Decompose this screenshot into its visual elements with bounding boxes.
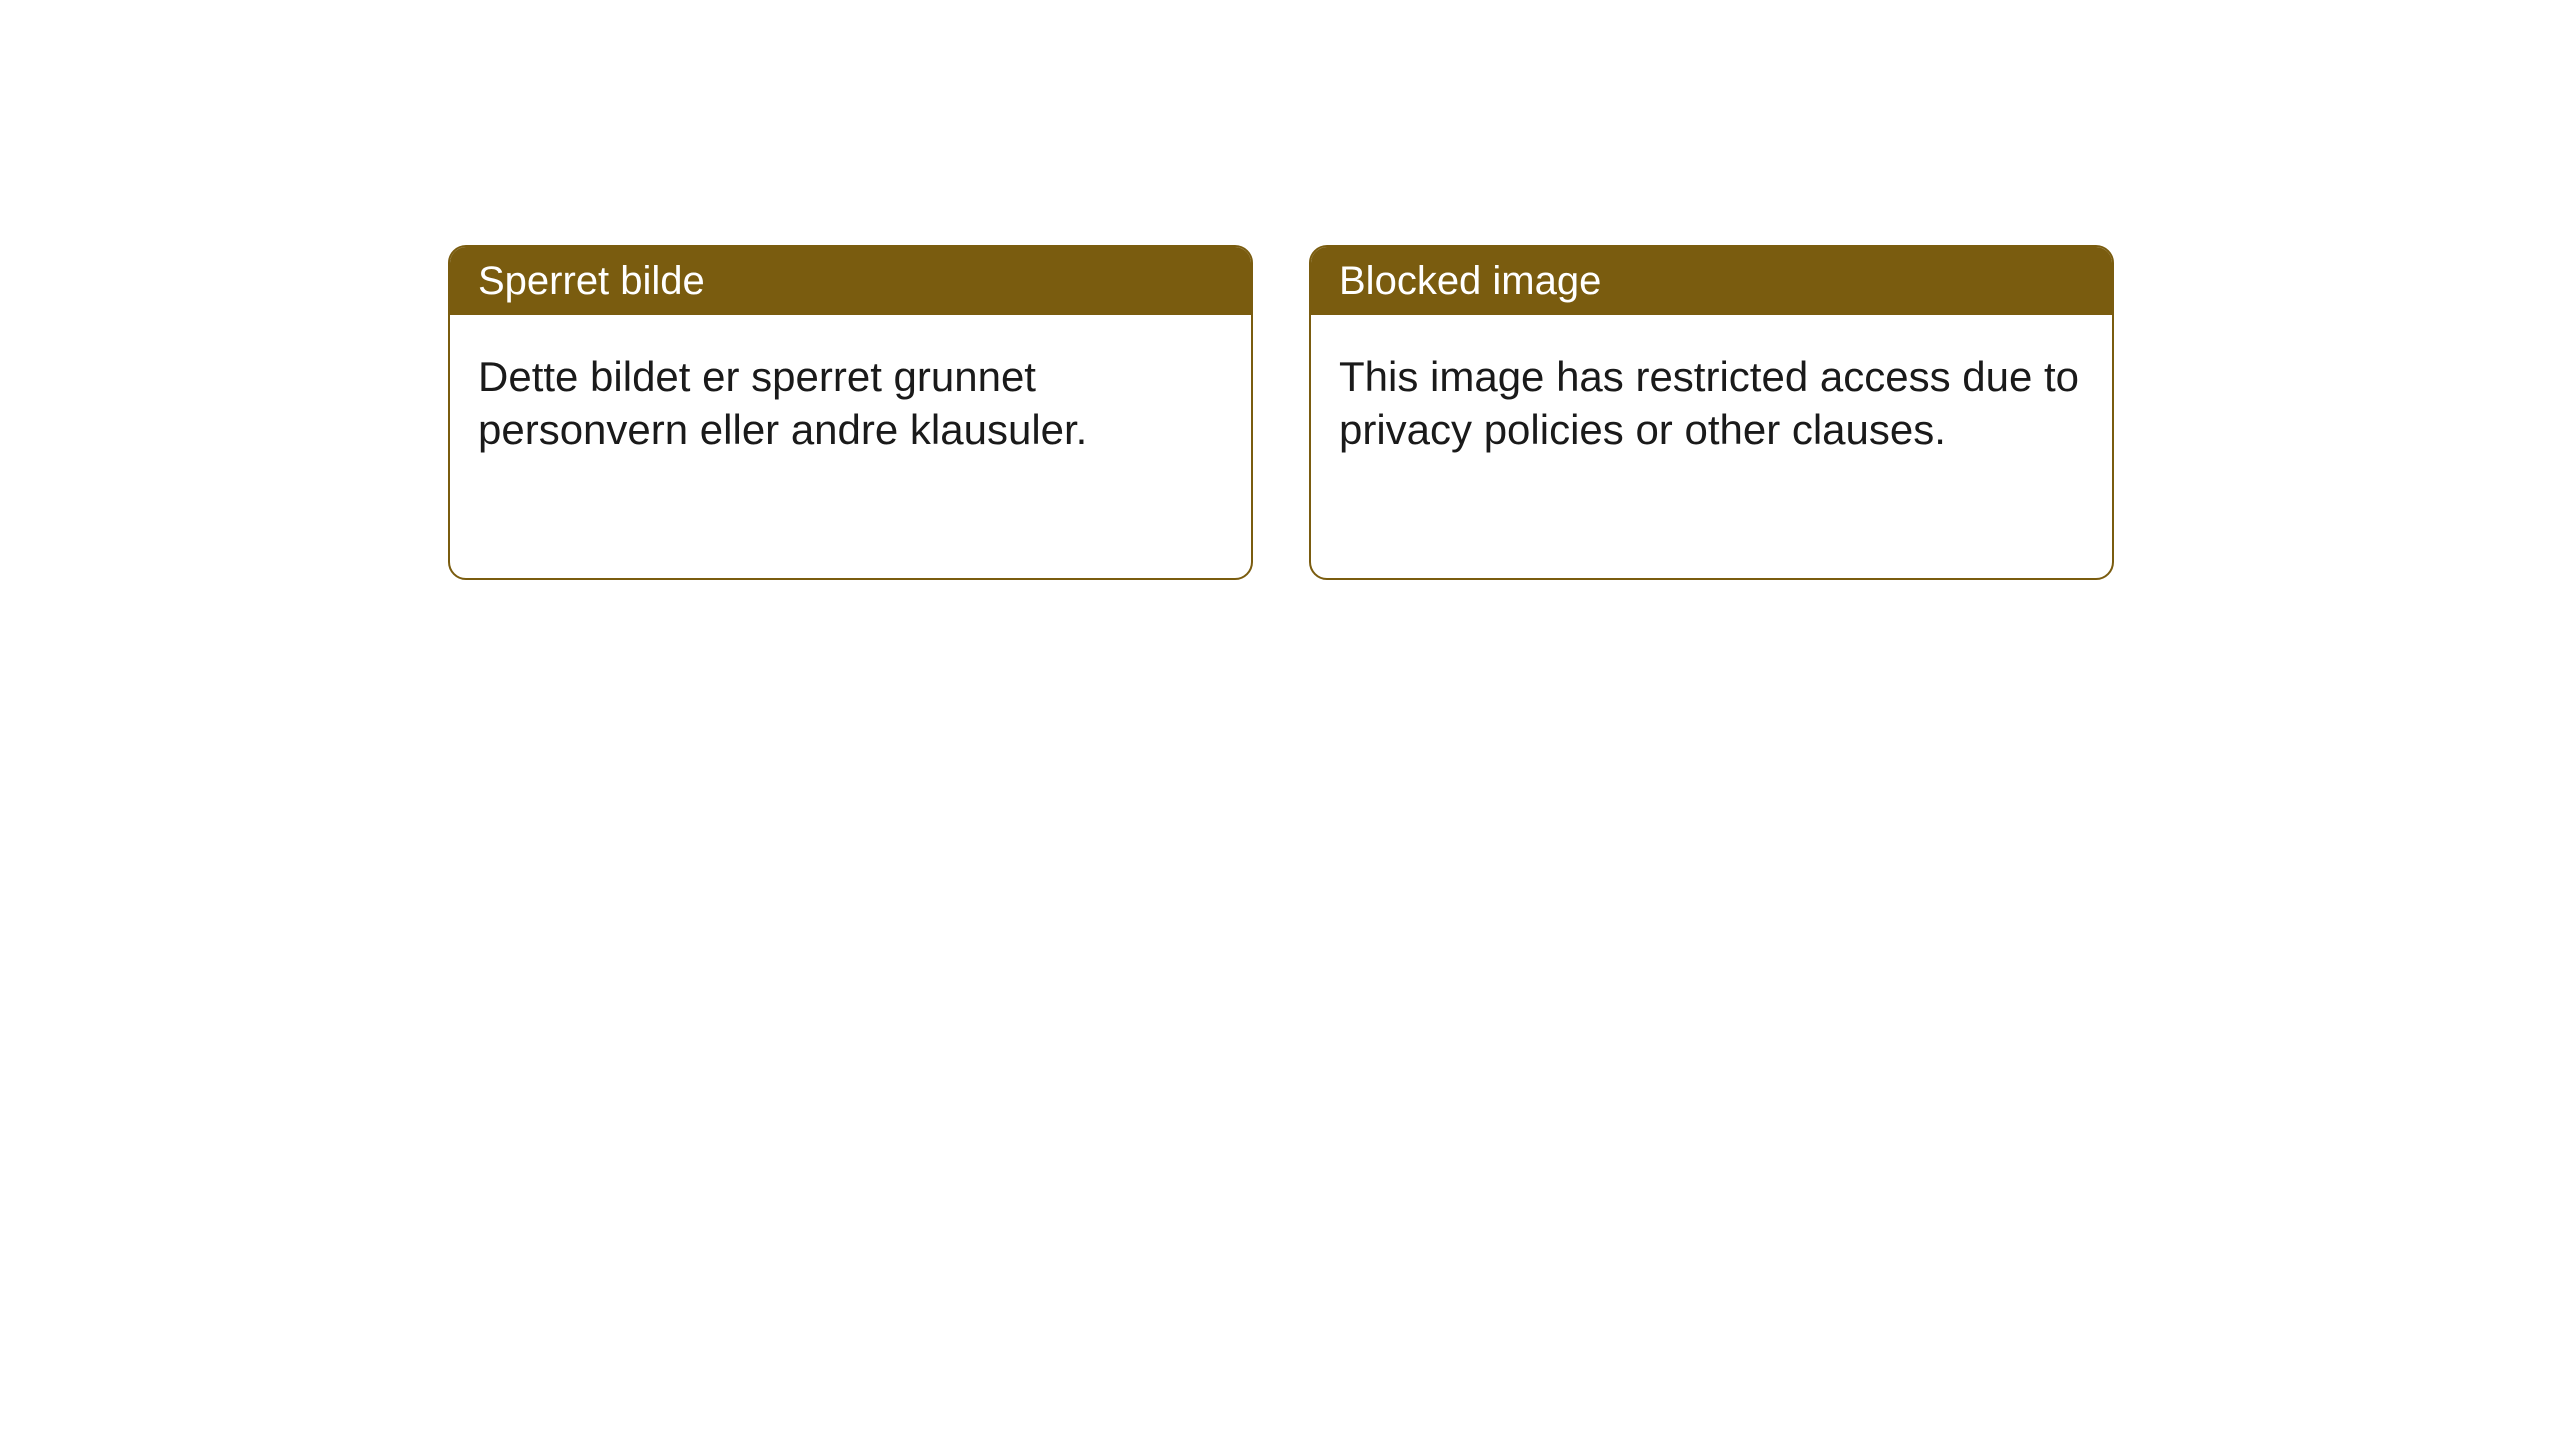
card-header: Blocked image bbox=[1311, 247, 2112, 315]
notice-cards-container: Sperret bilde Dette bildet er sperret gr… bbox=[448, 245, 2114, 580]
card-body-text: Dette bildet er sperret grunnet personve… bbox=[450, 315, 1251, 492]
notice-card-english: Blocked image This image has restricted … bbox=[1309, 245, 2114, 580]
notice-card-norwegian: Sperret bilde Dette bildet er sperret gr… bbox=[448, 245, 1253, 580]
card-header: Sperret bilde bbox=[450, 247, 1251, 315]
card-body-text: This image has restricted access due to … bbox=[1311, 315, 2112, 492]
